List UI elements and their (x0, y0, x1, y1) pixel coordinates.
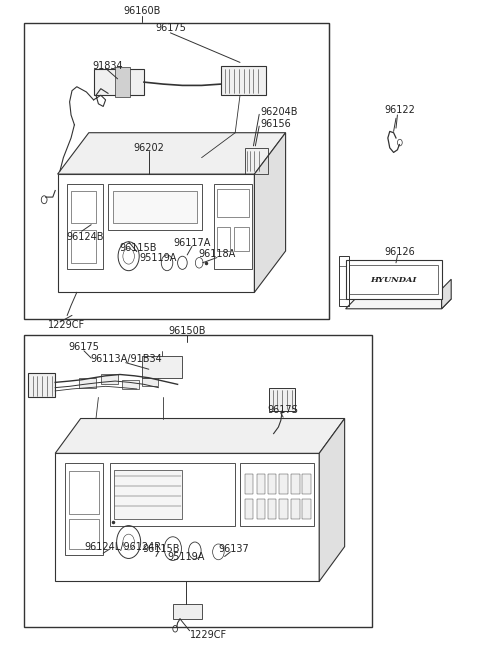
Bar (269, 388, 295, 411)
Text: 96202: 96202 (133, 143, 164, 153)
Bar (245, 148, 268, 174)
Bar (24, 335, 372, 627)
Text: 9617S: 9617S (268, 405, 299, 415)
Bar (245, 499, 253, 519)
Text: HYUNDAI: HYUNDAI (371, 276, 417, 284)
Bar (69, 471, 99, 514)
Bar (142, 356, 182, 378)
Bar (221, 66, 266, 95)
Bar (58, 174, 254, 292)
Bar (217, 189, 249, 217)
Polygon shape (58, 133, 286, 174)
Text: 96175: 96175 (155, 23, 186, 34)
Text: 1229CF: 1229CF (48, 320, 85, 330)
Text: 95119A: 95119A (140, 252, 177, 263)
Text: 96137: 96137 (219, 543, 250, 554)
Text: 96124L/96124R: 96124L/96124R (84, 541, 161, 552)
Bar (101, 374, 118, 384)
Text: 96122: 96122 (384, 105, 415, 116)
Bar (94, 69, 144, 95)
Bar (115, 67, 130, 97)
Bar (268, 499, 276, 519)
Bar (291, 499, 300, 519)
Text: 1229CF: 1229CF (190, 630, 228, 641)
Text: 96117A: 96117A (173, 238, 211, 248)
Bar (349, 265, 438, 294)
Bar (245, 474, 253, 494)
Bar (114, 470, 182, 519)
Bar (65, 463, 103, 555)
Bar (279, 474, 288, 494)
Bar (108, 184, 202, 230)
Bar (339, 256, 349, 306)
Bar (113, 191, 197, 223)
Bar (110, 463, 235, 526)
Bar (79, 378, 96, 388)
Text: 96115B: 96115B (120, 243, 157, 254)
Bar (234, 227, 249, 251)
Polygon shape (442, 279, 451, 309)
Bar (55, 453, 319, 581)
Text: 96126: 96126 (384, 246, 415, 257)
Text: 96156: 96156 (260, 118, 291, 129)
Bar (268, 474, 276, 494)
Bar (346, 260, 442, 299)
Bar (240, 463, 314, 526)
Bar (214, 184, 252, 269)
Bar (142, 376, 158, 386)
Bar (302, 474, 311, 494)
Bar (173, 604, 202, 619)
Bar (302, 499, 311, 519)
Bar (28, 373, 55, 397)
Bar (257, 499, 265, 519)
Bar (69, 519, 99, 549)
Bar (71, 230, 96, 263)
Text: 96150B: 96150B (168, 326, 206, 336)
Text: 96175: 96175 (69, 342, 99, 352)
Bar (217, 227, 230, 251)
Polygon shape (55, 419, 345, 453)
Text: 95119A: 95119A (168, 552, 205, 562)
Bar (24, 23, 329, 319)
Text: 96115B: 96115B (142, 543, 180, 554)
Bar (122, 380, 139, 389)
Text: 96113A/91B34: 96113A/91B34 (90, 353, 162, 364)
Text: 96160B: 96160B (123, 5, 160, 16)
Bar (67, 184, 103, 269)
Polygon shape (346, 299, 451, 309)
Polygon shape (319, 419, 345, 581)
Text: 96118A: 96118A (198, 249, 236, 260)
Text: 96124B: 96124B (66, 231, 104, 242)
Bar (71, 191, 96, 223)
Bar (279, 499, 288, 519)
Text: 91834: 91834 (93, 60, 123, 71)
Polygon shape (254, 133, 286, 292)
Text: 96204B: 96204B (260, 106, 298, 117)
Bar (257, 474, 265, 494)
Bar (291, 474, 300, 494)
